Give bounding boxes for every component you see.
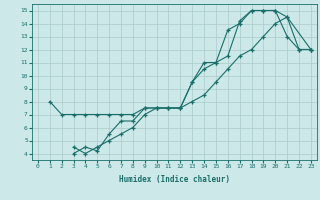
X-axis label: Humidex (Indice chaleur): Humidex (Indice chaleur) (119, 175, 230, 184)
